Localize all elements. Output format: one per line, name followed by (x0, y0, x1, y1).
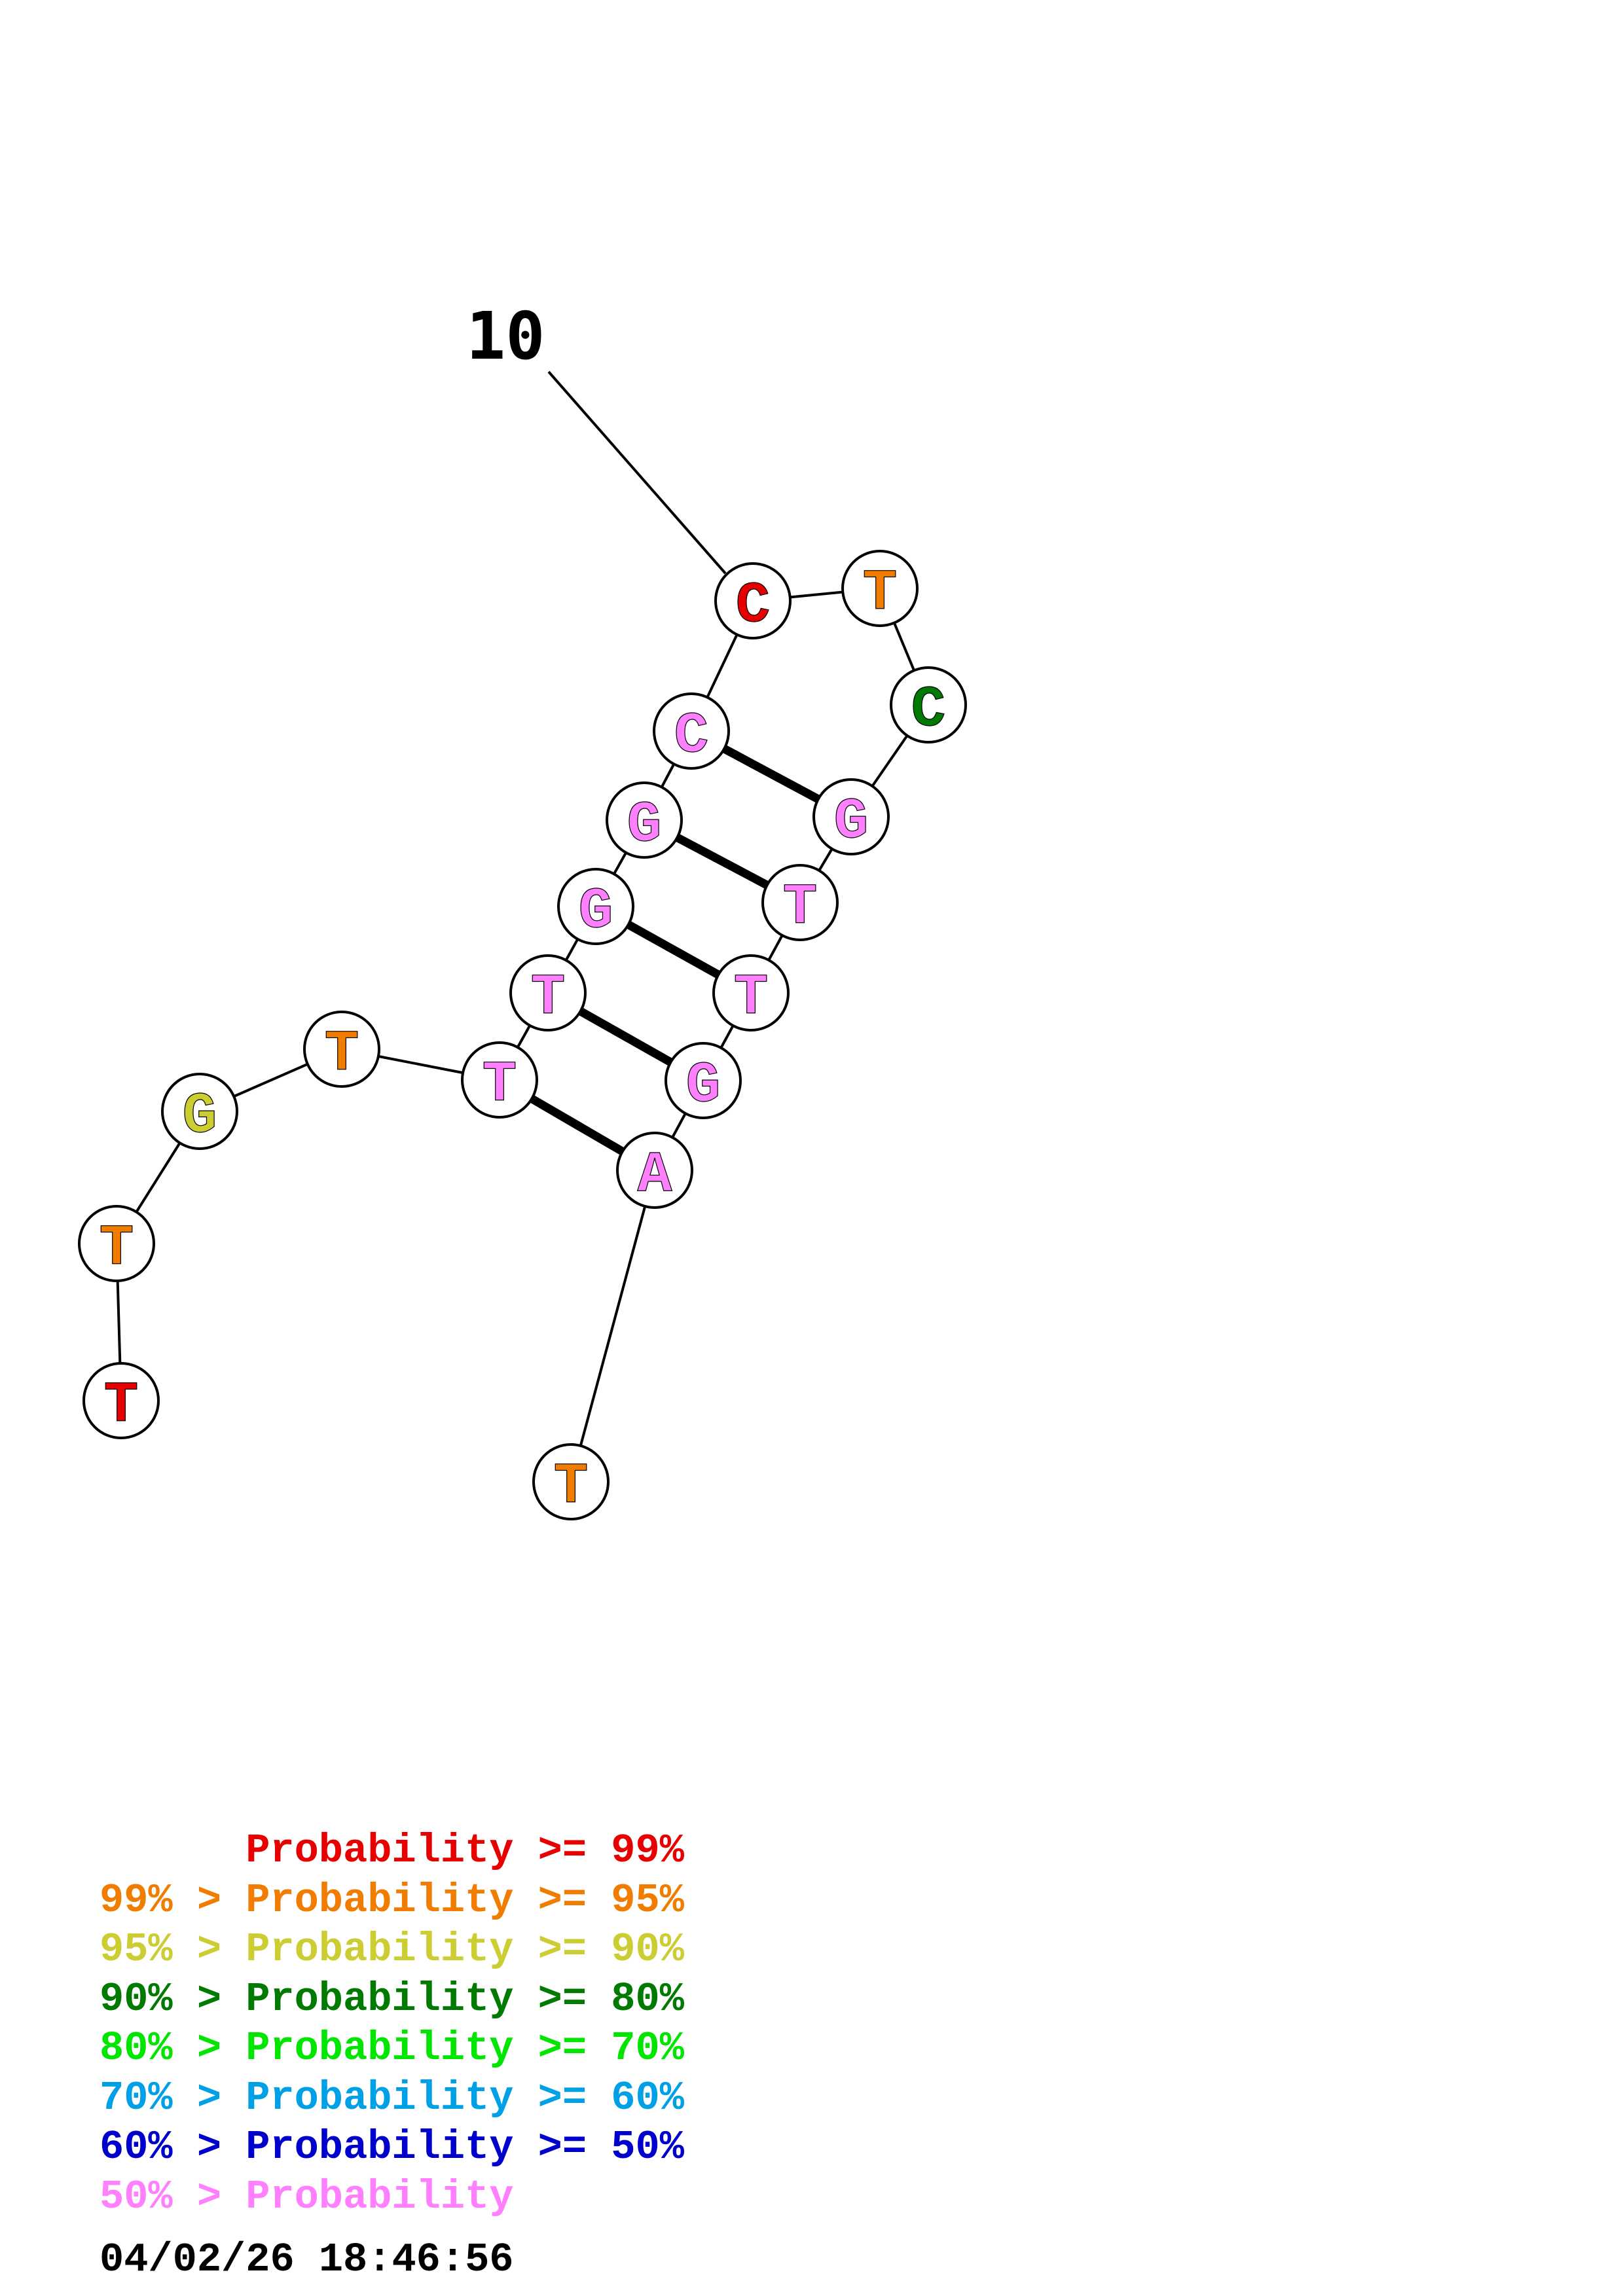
nucleotide-circle (532, 1443, 610, 1520)
nucleotide-circle (616, 1132, 693, 1209)
nucleotide-letter: T (483, 1053, 517, 1118)
nucleotide-letter: T (325, 1022, 359, 1087)
nucleotide-circle (82, 1362, 160, 1439)
nucleotide-circle (461, 1041, 538, 1119)
nucleotide-letter: G (183, 1085, 217, 1149)
base-pair-bond (722, 745, 820, 803)
base-pair-bond (626, 921, 721, 978)
nucleotide-letter: C (911, 678, 946, 743)
nucleotide-letter: G (627, 793, 662, 858)
legend-prefix: 50% > (100, 2173, 246, 2220)
base-pair-bond (578, 1007, 673, 1066)
legend-prefix: 99% > (100, 1876, 246, 1924)
nucleotide-4: T (303, 1011, 380, 1088)
nucleotide-circle (557, 868, 634, 945)
backbone-segment (570, 1170, 656, 1482)
nucleotide-13: G (812, 778, 890, 855)
nucleotide-12: C (890, 666, 967, 744)
nucleotide-circle (78, 1205, 155, 1282)
nucleotide-letter: T (734, 966, 769, 1031)
nucleotide-circle (606, 781, 683, 859)
nucleotide-16: G (665, 1042, 742, 1119)
legend-label: Probability (246, 2173, 514, 2220)
nucleotide-3: G (161, 1073, 238, 1150)
legend-prefix: 90% > (100, 1975, 246, 2022)
legend-label: Probability >= 90% (246, 1926, 684, 1973)
legend-prefix: 70% > (100, 2074, 246, 2121)
legend-label: Probability >= 80% (246, 1975, 684, 2022)
nucleotide-circle (714, 562, 792, 639)
legend-prefix: 80% > (100, 2025, 246, 2072)
nucleotide-letter: G (834, 790, 869, 855)
nucleotide-circle (841, 550, 919, 627)
nucleotide-circle (890, 666, 967, 744)
nucleotide-6: T (509, 954, 587, 1031)
legend-label: Probability >= 95% (246, 1876, 684, 1924)
nucleotide-17: A (616, 1132, 693, 1209)
nucleotide-10: C (714, 562, 792, 639)
nucleotide-11: T (841, 550, 919, 627)
nucleotide-letter: T (104, 1374, 139, 1439)
nucleotide-letter: T (554, 1455, 589, 1520)
base-pair-bond (675, 833, 769, 889)
nucleotide-14: T (761, 864, 839, 941)
nucleotide-2: T (78, 1205, 155, 1282)
nucleotide-letter: T (531, 966, 566, 1031)
nucleotide-letter: G (686, 1054, 721, 1119)
nucleotide-7: G (557, 868, 634, 945)
nucleotide-letter: T (100, 1217, 134, 1282)
nucleotide-8: G (606, 781, 683, 859)
nucleotide-circle (161, 1073, 238, 1150)
nucleotide-1: T (82, 1362, 160, 1439)
nucleotide-circle (303, 1011, 380, 1088)
nucleotide-circle (509, 954, 587, 1031)
nucleotide-letter: A (638, 1143, 672, 1208)
nucleotide-letter: T (863, 562, 898, 626)
legend-label: Probability >= 99% (246, 1827, 684, 1874)
nucleotide-circle (761, 864, 839, 941)
position-label-connector (547, 370, 727, 575)
nucleotide-circle (665, 1042, 742, 1119)
nucleotide-9: C (653, 692, 730, 770)
legend-label: Probability >= 70% (246, 2025, 684, 2072)
nucleotide-circle (712, 954, 790, 1031)
nucleotide-circle (812, 778, 890, 855)
legend-label: Probability >= 60% (246, 2074, 684, 2121)
nucleotide-letter: G (579, 880, 613, 944)
legend-prefix: 95% > (100, 1926, 246, 1973)
nucleotide-letter: C (674, 704, 709, 769)
nucleotide-15: T (712, 954, 790, 1031)
legend-prefix: 60% > (100, 2124, 246, 2170)
timestamp: 04/02/26 18:46:56 (100, 2236, 514, 2283)
nucleotide-letter: T (783, 876, 818, 941)
nucleotide-5: T (461, 1041, 538, 1119)
base-pair-bond (529, 1095, 625, 1155)
backbone-lines (115, 587, 930, 1482)
position-label-10: 10 (466, 298, 545, 374)
nucleotide-circle (653, 692, 730, 770)
legend-label: Probability >= 50% (246, 2124, 684, 2170)
nucleotide-18: T (532, 1443, 610, 1520)
nucleotide-letter: C (736, 574, 771, 639)
base-pair-bonds (529, 745, 820, 1155)
